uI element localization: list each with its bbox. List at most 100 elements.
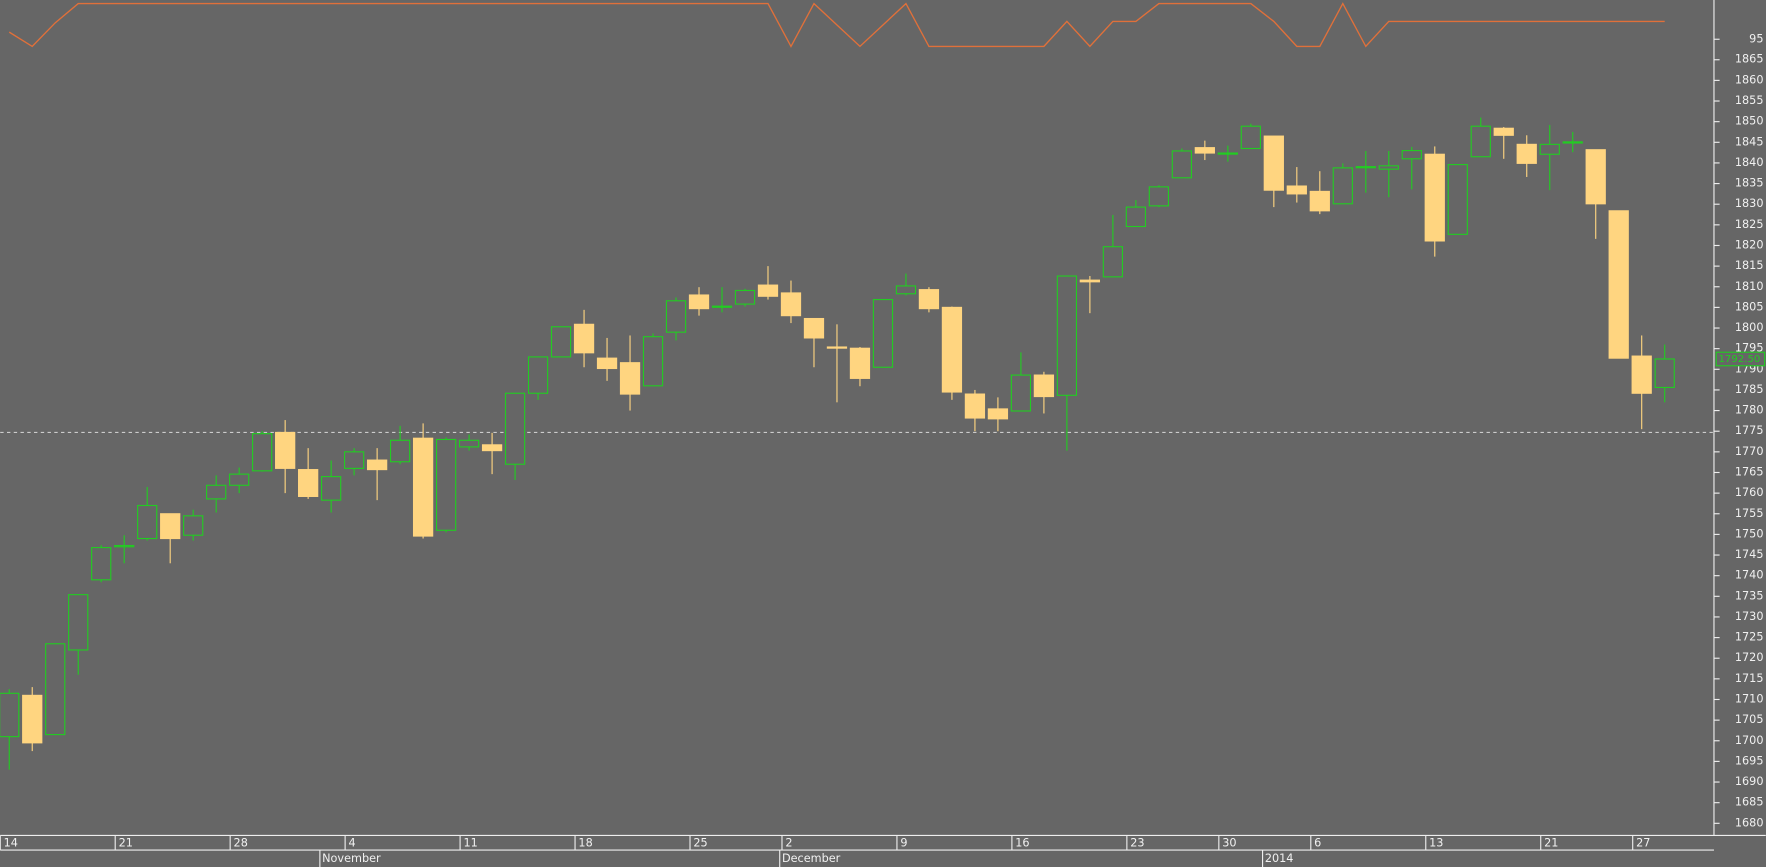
y-tick-label: 1735 (1735, 589, 1764, 602)
candle-body (734, 289, 756, 305)
candle-body (1493, 127, 1514, 136)
y-tick-label: 1825 (1735, 218, 1764, 231)
candle-body (366, 459, 388, 471)
candle-body (229, 473, 250, 486)
y-tick-label: 1845 (1735, 135, 1764, 148)
y-tick-label: 1855 (1735, 94, 1764, 107)
candle-body (665, 300, 687, 333)
y-tick-label: 1710 (1735, 692, 1764, 705)
candle-body (688, 294, 710, 310)
candle-body (826, 346, 848, 349)
x-tick-label: 27 (1636, 836, 1650, 849)
candle-body (1263, 135, 1284, 191)
month-label: December (782, 852, 841, 865)
candle-body (757, 284, 779, 297)
candle-body (1125, 206, 1147, 228)
candle-body (458, 439, 480, 448)
candle-body (481, 444, 503, 452)
candle-body (206, 484, 227, 500)
y-tick-label: 1860 (1735, 73, 1764, 86)
y-tick-label: 1720 (1735, 651, 1764, 664)
y-tick-label: 1765 (1735, 465, 1764, 478)
candle-body (91, 547, 112, 581)
candle-body (1539, 143, 1560, 155)
y-tick-label: 1755 (1735, 507, 1764, 520)
candle-body (872, 298, 894, 368)
y-tick-label: 1805 (1735, 300, 1764, 313)
candle-body (987, 408, 1009, 420)
candle-body (1079, 279, 1101, 283)
x-tick-label: 6 (1314, 836, 1321, 849)
y-tick-label: 1760 (1735, 486, 1764, 499)
y-tick-label: 1775 (1735, 424, 1764, 437)
candle-body (918, 289, 940, 310)
candle-body (1309, 190, 1330, 212)
candle-body (389, 439, 411, 463)
candle-body (343, 451, 365, 469)
candle-body (412, 437, 434, 537)
candle-body (1424, 153, 1445, 242)
candle-body (114, 544, 135, 548)
y-tick-label: 1795 (1735, 342, 1764, 355)
y-tick-label: 1750 (1735, 527, 1764, 540)
candle-body (964, 393, 986, 419)
x-tick-label: 16 (1015, 836, 1029, 849)
y-tick-label: 1740 (1735, 569, 1764, 582)
x-tick-label: 21 (1544, 836, 1558, 849)
indicator-line (8, 2, 1665, 48)
candle-body (137, 504, 158, 540)
y-tick-label: 1810 (1735, 280, 1764, 293)
y-tick-label: 1840 (1735, 156, 1764, 169)
y-tick-label: 1730 (1735, 610, 1764, 623)
x-tick-label: 2 (785, 836, 792, 849)
y-tick-label: 1800 (1735, 321, 1764, 334)
last-price-box (1715, 351, 1766, 367)
y-tick-label: 1770 (1735, 445, 1764, 458)
candle-body (642, 336, 664, 387)
candle-body (1010, 374, 1032, 412)
x-tick-label: 21 (119, 836, 133, 849)
candle-body (1447, 164, 1468, 235)
candle-body (550, 326, 572, 358)
y-tick-label: 1685 (1735, 796, 1764, 809)
candle-body (1056, 275, 1078, 396)
y-tick-label: 1745 (1735, 548, 1764, 561)
candle-body (1401, 149, 1422, 160)
candle-body (22, 694, 43, 744)
month-label: November (322, 852, 381, 865)
y-tick-label: 1830 (1735, 197, 1764, 210)
candle-body (1171, 150, 1192, 179)
y-tick-label: 1780 (1735, 404, 1764, 417)
candle-body (1217, 152, 1238, 155)
candle-body (1562, 141, 1583, 144)
candle-body (298, 469, 319, 497)
y-tick-label: 1865 (1735, 53, 1764, 66)
candle-body (596, 357, 618, 370)
x-tick-label: 28 (234, 836, 248, 849)
candle-body (780, 292, 802, 317)
candle-body (275, 431, 296, 469)
x-tick-label: 13 (1429, 836, 1443, 849)
y-tick-label: 95 (1749, 32, 1763, 45)
y-tick-label: 1715 (1735, 672, 1764, 685)
candle-body (0, 692, 20, 738)
candle-body (1470, 125, 1491, 158)
candle-body (895, 285, 917, 295)
y-tick-label: 1785 (1735, 383, 1764, 396)
candle-body (1516, 143, 1537, 164)
candle-body (435, 438, 457, 531)
y-tick-label: 1700 (1735, 734, 1764, 747)
candle-body (619, 362, 641, 395)
x-tick-label: 18 (578, 836, 592, 849)
candle-body (1585, 149, 1606, 205)
y-tick-label: 1815 (1735, 259, 1764, 272)
candle-body (321, 476, 342, 501)
candle-body (1148, 186, 1169, 207)
candle-body (1194, 147, 1215, 154)
y-tick-label: 1690 (1735, 775, 1764, 788)
y-tick-label: 1680 (1735, 816, 1764, 829)
candle-body (1240, 125, 1261, 150)
candle-body (1631, 355, 1652, 394)
candle-body (1654, 358, 1675, 389)
